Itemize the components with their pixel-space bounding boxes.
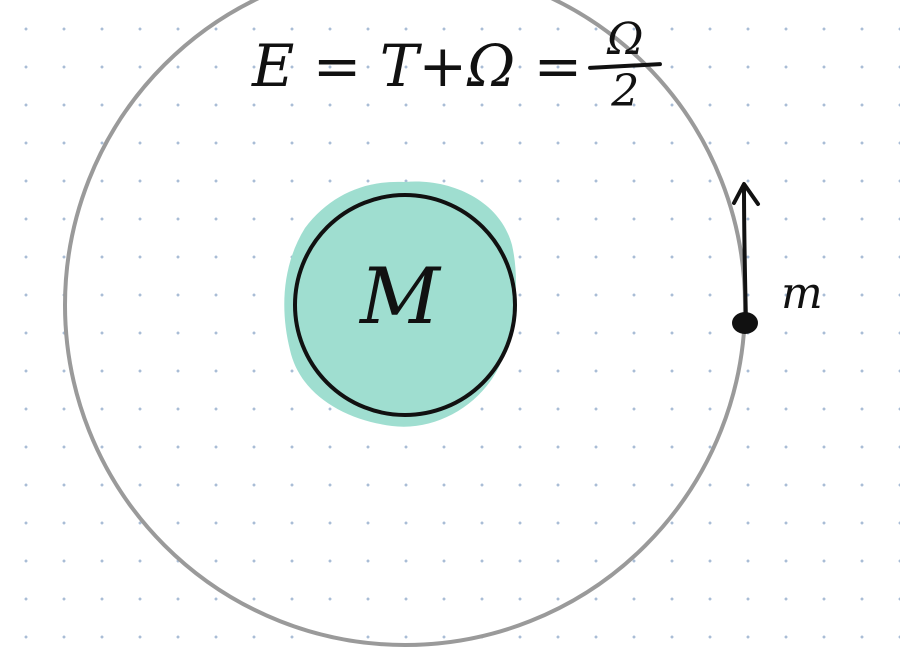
central-mass-fill xyxy=(284,181,516,427)
central-mass-outline xyxy=(293,193,517,417)
central-mass-label: M xyxy=(360,252,440,342)
orbiting-mass-dot xyxy=(732,312,758,334)
up-arrow-icon xyxy=(732,182,760,324)
equation-denominator: 2 xyxy=(611,66,640,117)
equation-numerator: Ω xyxy=(606,14,644,65)
equation-lhs: E = T+Ω = xyxy=(252,32,583,100)
equation-fraction: Ω 2 xyxy=(588,14,663,117)
energy-equation: E = T+Ω = Ω 2 xyxy=(252,14,663,117)
orbiting-mass-label: m xyxy=(781,268,823,319)
